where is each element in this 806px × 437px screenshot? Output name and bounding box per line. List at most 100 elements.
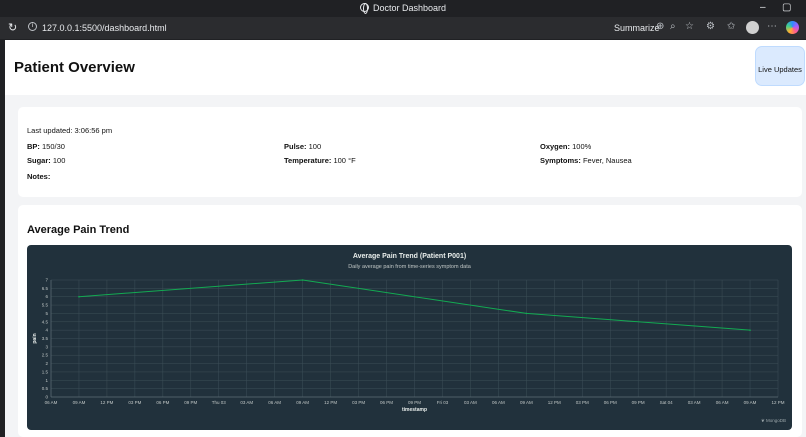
- oxygen-field: Oxygen: 100%: [540, 142, 591, 151]
- notes-label: Notes:: [27, 172, 51, 181]
- y-tick-label: 3.5: [42, 336, 49, 341]
- sugar-value: 100: [52, 156, 66, 165]
- x-tick-label: 09 AM: [296, 400, 309, 405]
- bp-label: BP:: [27, 142, 40, 151]
- x-tick-label: Sat 04: [660, 400, 674, 405]
- pulse-field: Pulse: 100: [284, 142, 321, 151]
- x-tick-label: 06 AM: [268, 400, 281, 405]
- page-header: Patient Overview Live Updates: [5, 40, 806, 95]
- x-tick-label: 03 AM: [464, 400, 477, 405]
- x-tick-label: 06 AM: [45, 400, 58, 405]
- x-tick-label: 09 AM: [73, 400, 86, 405]
- x-tick-label: 06 PM: [380, 400, 393, 405]
- y-tick-label: 2.5: [42, 353, 49, 358]
- pain-series-line: [78, 279, 751, 331]
- symptoms-label: Symptoms:: [540, 156, 581, 165]
- brand-text: MongoDB: [765, 418, 786, 423]
- oxygen-label: Oxygen:: [540, 142, 571, 151]
- window-title-text: Doctor Dashboard: [372, 3, 447, 13]
- window-title: Doctor Dashboard: [0, 3, 806, 14]
- address-bar: ↻ i 127.0.0.1:5500/dashboard.html Summar…: [0, 17, 806, 39]
- favorites-icon[interactable]: ✩: [727, 21, 736, 32]
- data-point: [78, 295, 80, 298]
- copilot-icon[interactable]: [786, 21, 799, 34]
- bp-value: 150/30: [42, 142, 65, 151]
- extensions-icon[interactable]: ⚙: [706, 21, 715, 32]
- pain-trend-card: Average Pain Trend Average Pain Trend (P…: [18, 205, 802, 437]
- patient-vitals-card: Last updated: 3:06:56 pm BP: 150/30 Puls…: [18, 107, 802, 197]
- temperature-field: Temperature: 100 °F: [284, 156, 356, 165]
- symptoms-field: Symptoms: Fever, Nausea: [540, 156, 632, 165]
- x-tick-label: 03 AM: [240, 400, 253, 405]
- x-tick-label: 09 AM: [520, 400, 533, 405]
- y-tick-label: 4: [45, 328, 48, 333]
- data-point: [525, 312, 528, 315]
- minimize-button[interactable]: –: [760, 2, 766, 13]
- pulse-label: Pulse:: [284, 142, 307, 151]
- y-tick-label: 3: [45, 344, 48, 349]
- leaf-icon: ❦: [760, 418, 765, 423]
- y-tick-label: 1.5: [42, 369, 49, 374]
- x-tick-label: 06 PM: [156, 400, 169, 405]
- x-tick-label: 06 PM: [604, 400, 617, 405]
- pain-trend-heading: Average Pain Trend: [27, 224, 130, 236]
- x-tick-label: 12 PM: [324, 400, 337, 405]
- pain-trend-chart: Average Pain Trend (Patient P001) Daily …: [27, 245, 792, 430]
- symptoms-value: Fever, Nausea: [582, 156, 632, 165]
- x-tick-label: 09 PM: [408, 400, 421, 405]
- sugar-field: Sugar: 100: [27, 156, 65, 165]
- y-tick-label: 2: [45, 361, 48, 366]
- notes-field: Notes:: [27, 172, 50, 181]
- bp-field: BP: 150/30: [27, 142, 65, 151]
- x-tick-label: 12 PM: [548, 400, 561, 405]
- page-content: Patient Overview Live Updates Last updat…: [5, 40, 806, 437]
- x-axis-label: timestamp: [402, 407, 427, 413]
- window-title-bar: Doctor Dashboard – ▢: [0, 0, 806, 17]
- mongodb-brand: ❦ MongoDB: [761, 418, 786, 424]
- url-field[interactable]: 127.0.0.1:5500/dashboard.html: [42, 23, 167, 33]
- favorite-star-icon[interactable]: ☆: [685, 21, 694, 32]
- profile-avatar[interactable]: [746, 21, 759, 34]
- x-tick-label: 12 PM: [771, 400, 784, 405]
- x-tick-label: 06 AM: [716, 400, 729, 405]
- last-updated: Last updated: 3:06:56 pm: [27, 126, 113, 135]
- x-tick-label: 09 PM: [632, 400, 645, 405]
- x-tick-label: 06 AM: [492, 400, 505, 405]
- y-tick-label: 6.5: [42, 286, 49, 291]
- data-point: [749, 329, 751, 331]
- y-tick-label: 1: [45, 378, 48, 383]
- restore-button[interactable]: ▢: [782, 2, 792, 13]
- y-tick-label: 6: [45, 294, 48, 299]
- y-tick-label: 5: [45, 311, 48, 316]
- y-tick-label: 0: [45, 395, 48, 400]
- x-tick-label: 03 PM: [128, 400, 141, 405]
- chart-plot: 0 0.5 1 1.5 2 2.5 3 3.5 4 4.5 5 5.5 6 6.5 7 06 AM 09 AM 1…: [32, 278, 785, 414]
- live-updates-button[interactable]: Live Updates: [755, 46, 805, 86]
- x-tick-label: 03 PM: [352, 400, 365, 405]
- y-tick-label: 7: [45, 278, 48, 283]
- globe-icon: [359, 3, 369, 14]
- site-info-icon[interactable]: i: [28, 22, 37, 31]
- sugar-label: Sugar:: [27, 156, 51, 165]
- chart-title: Average Pain Trend (Patient P001): [352, 253, 467, 260]
- y-tick-label: 5.5: [42, 303, 49, 308]
- summarize-button[interactable]: Summarize: [614, 23, 660, 33]
- summarize-icon[interactable]: ⊕: [656, 21, 665, 32]
- chart-subtitle: Daily average pain from time-series symp…: [348, 264, 471, 270]
- x-tick-label: 03 PM: [576, 400, 589, 405]
- reload-icon[interactable]: ↻: [8, 22, 18, 34]
- x-tick-label: 03 AM: [688, 400, 701, 405]
- pulse-value: 100: [308, 142, 322, 151]
- x-tick-label: Fri 03: [437, 400, 449, 405]
- x-tick-label: 12 PM: [100, 400, 113, 405]
- x-tick-label: 09 AM: [744, 400, 757, 405]
- y-axis-label: pain: [32, 333, 38, 343]
- oxygen-value: 100%: [572, 142, 592, 151]
- y-tick-label: 4.5: [42, 319, 49, 324]
- y-tick-label: 0.5: [42, 386, 49, 391]
- x-tick-label: 09 PM: [184, 400, 197, 405]
- more-menu-icon[interactable]: ⋯: [767, 21, 777, 32]
- temperature-label: Temperature:: [284, 156, 332, 165]
- data-point: [301, 279, 304, 281]
- zoom-icon[interactable]: ⌕: [670, 21, 676, 32]
